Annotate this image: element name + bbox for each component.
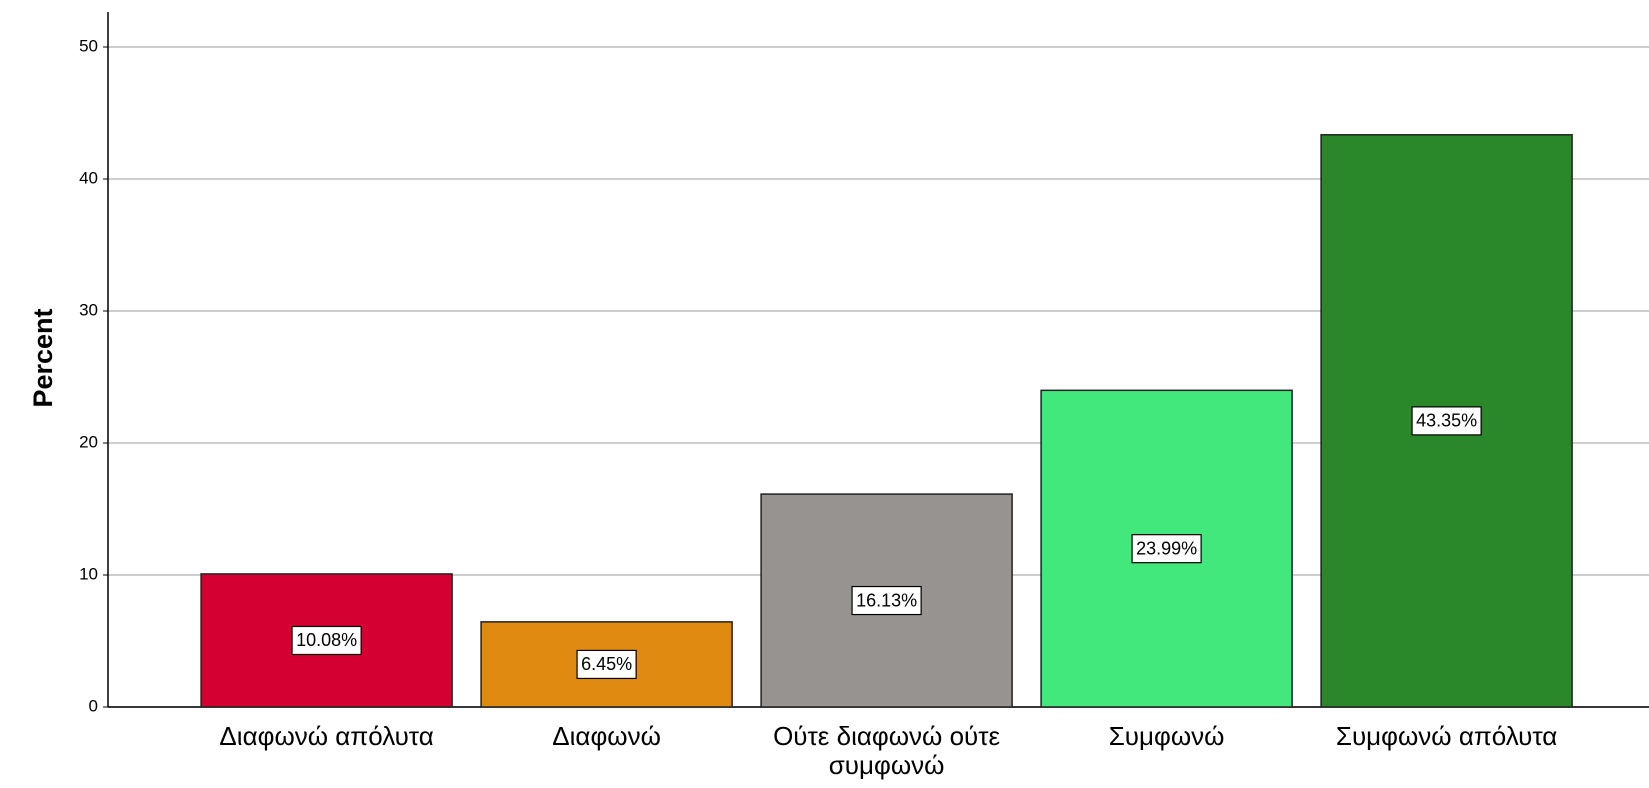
data-label: 43.35% [1416, 411, 1477, 431]
x-tick-label: Διαφωνώ απόλυτα [219, 721, 434, 751]
data-label: 16.13% [856, 590, 917, 610]
x-tick-label: Ούτε διαφωνώ ούτε συμφωνώ [773, 721, 1001, 780]
x-tick-label: Διαφωνώ [552, 721, 661, 751]
y-axis-label: Percent [28, 308, 58, 407]
y-tick-label: 10 [79, 564, 98, 583]
y-tick-label: 40 [79, 168, 98, 187]
data-label-box [1131, 534, 1202, 564]
y-tick-label: 0 [89, 696, 98, 715]
x-tick-label: Συμφωνώ απόλυτα [1335, 721, 1558, 751]
data-label-box [291, 625, 362, 656]
data-label: 23.99% [1136, 538, 1197, 558]
x-tick-label: Συμφωνώ [1108, 721, 1225, 751]
y-tick-label: 30 [79, 300, 98, 319]
data-label-box [1411, 406, 1482, 436]
data-label: 6.45% [581, 654, 632, 674]
y-tick-label: 50 [79, 36, 98, 55]
data-label-box [576, 649, 637, 680]
data-label-box [851, 585, 922, 616]
data-label: 10.08% [296, 630, 357, 650]
y-tick-label: 20 [79, 432, 98, 451]
